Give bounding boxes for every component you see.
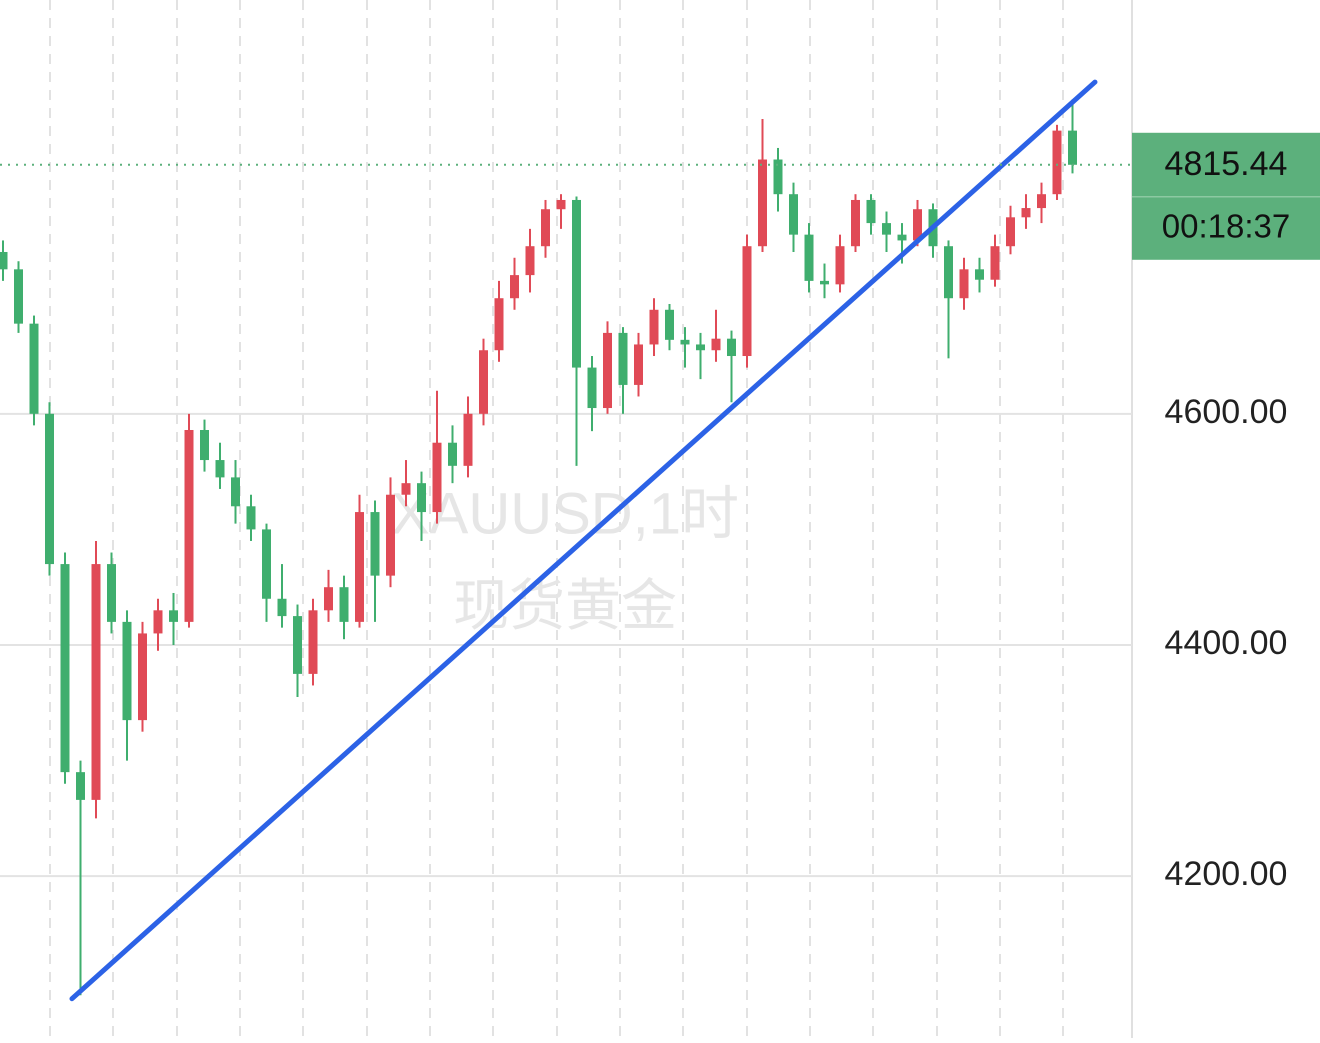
candle-body [122,621,132,721]
candles [0,99,1077,996]
candle-body [355,512,364,622]
candle-body [665,309,674,340]
candle-body [215,460,225,478]
candle-body [200,429,209,461]
candle-body [990,246,1000,280]
candle-body [432,442,442,513]
candle-body [308,610,318,674]
candle-body [913,209,922,241]
candle-body [277,598,287,617]
candle-body [758,159,767,247]
candle-body [587,367,597,409]
candle-body [603,332,612,409]
candle-body [944,246,953,299]
candle-body [339,587,349,622]
candle-body [0,251,8,270]
candle-body [262,529,271,599]
candle-body [866,199,876,224]
candle-body [804,234,814,281]
candle-body [975,269,984,280]
candle-body [60,564,70,773]
candle-body [510,275,519,299]
candle-body [76,772,85,800]
y-tick-label: 4200.00 [1165,855,1288,893]
candle-body [1052,130,1062,195]
candle-body [572,199,581,368]
candle-body [45,413,54,565]
candle-body [494,298,504,351]
candle-body [246,506,256,530]
candle-body [525,246,535,276]
trendline [69,79,1098,1002]
candle-body [107,564,116,622]
candle-body [1068,130,1077,165]
candle-body [696,344,705,351]
candle-body [417,483,426,513]
candle-body [556,199,566,210]
candle-body [153,610,163,634]
candle-body [742,246,752,357]
candle-body [169,610,178,622]
candle-body [479,350,488,414]
candle-body [370,512,380,576]
candle-body [851,199,860,247]
y-tick-label: 4600.00 [1165,393,1288,431]
candle-body [386,494,395,576]
candle-body [91,564,101,800]
last-price-label: 4815.44 [1165,145,1288,183]
candle-body [618,332,628,385]
candle-body [1006,217,1015,247]
candle-body [1037,194,1046,209]
candle-body [820,280,829,285]
candle-body [959,269,969,299]
candle-body [882,223,891,235]
candle-body [541,209,550,247]
candle-body [773,159,783,195]
candle-body [680,339,690,345]
candle-body [835,246,845,285]
countdown-label: 00:18:37 [1162,208,1290,245]
candle-body [448,442,457,466]
watermark-symbol: XAUUSD,1时 [391,481,739,546]
candle-body [231,477,240,507]
candle-body [138,633,147,721]
candle-body [463,413,473,466]
candle-body [14,269,23,324]
candle-body [293,616,302,674]
candle-body [711,338,721,351]
candle-body [634,344,643,385]
y-tick-label: 4400.00 [1165,624,1288,662]
vertical-grid [49,0,1064,1038]
candle-body [649,309,659,345]
candle-body [184,429,194,622]
candle-body [789,194,798,235]
candle-body [727,338,736,357]
candle-body [1021,208,1031,218]
candle-body [324,587,333,611]
candle-body [29,323,39,414]
candle-body [401,483,411,495]
candle-body [897,234,907,241]
